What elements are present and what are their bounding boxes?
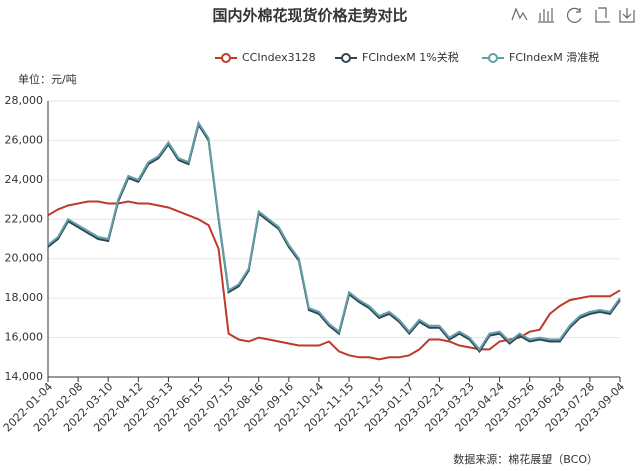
legend-label: FCIndexM 1%关税 xyxy=(362,50,459,64)
legend-marker xyxy=(221,53,231,63)
bar-icon[interactable] xyxy=(538,8,554,23)
y-tick-label: 28,000 xyxy=(5,94,44,107)
chart-title: 国内外棉花现货价格走势对比 xyxy=(212,7,407,25)
zoom-icon[interactable] xyxy=(595,7,610,23)
legend-label: FCIndexM 滑准税 xyxy=(509,50,599,64)
y-tick-label: 14,000 xyxy=(5,370,44,383)
y-tick-label: 22,000 xyxy=(5,212,44,225)
legend-marker xyxy=(341,53,351,63)
series-line xyxy=(47,120,621,352)
legend-marker xyxy=(488,53,498,63)
legend-label: CCIndex3128 xyxy=(242,51,316,64)
source-note: 数据来源：棉花展望（BCO） xyxy=(453,452,598,466)
y-tick-label: 18,000 xyxy=(5,291,44,304)
download-icon[interactable] xyxy=(619,8,635,23)
series-line xyxy=(47,122,621,354)
restore-icon[interactable] xyxy=(566,7,582,23)
y-tick-label: 16,000 xyxy=(5,331,44,344)
y-tick-label: 24,000 xyxy=(5,173,44,186)
toolbar[interactable] xyxy=(511,7,635,23)
y-tick-label: 20,000 xyxy=(5,252,44,265)
y-axis-label: 单位：元/吨 xyxy=(18,72,77,86)
series-line xyxy=(47,200,621,361)
line-icon[interactable] xyxy=(511,7,528,21)
y-tick-label: 26,000 xyxy=(5,133,44,146)
